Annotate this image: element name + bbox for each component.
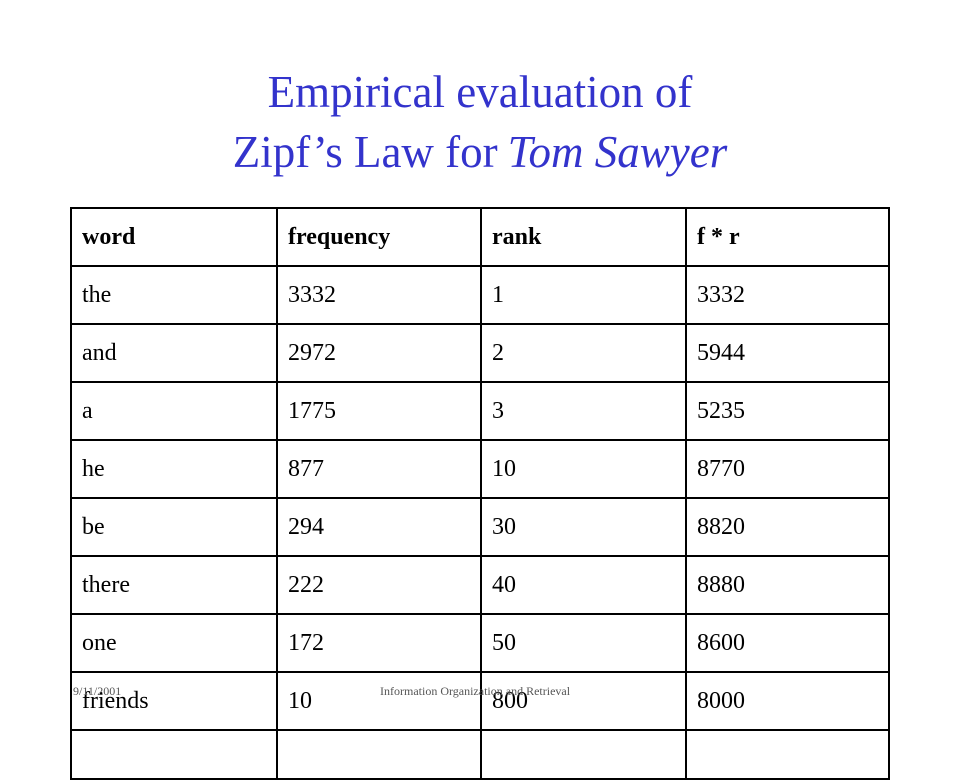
table-cell: 294 — [276, 497, 482, 557]
table-cell: 30 — [480, 497, 687, 557]
table-row: a 1775 3 5235 — [70, 381, 890, 441]
table-cell: 8770 — [685, 439, 890, 499]
title-text: Zipf’s Law for — [232, 127, 498, 177]
table-cell: 800 — [480, 671, 687, 731]
table-row: he 877 10 8770 — [70, 439, 890, 499]
table-row — [70, 729, 890, 780]
table-cell: 3332 — [276, 265, 482, 325]
table-row: the 3332 1 3332 — [70, 265, 890, 325]
table-cell: friends — [70, 671, 278, 731]
table-cell: there — [70, 555, 278, 615]
table-cell: he — [70, 439, 278, 499]
header-cell: word — [70, 207, 278, 267]
table-cell: 1775 — [276, 381, 482, 441]
table-cell: 3 — [480, 381, 687, 441]
table-row: friends 10 800 8000 — [70, 671, 890, 731]
table-cell: a — [70, 381, 278, 441]
title-line: Empirical evaluation of — [267, 67, 693, 117]
table-cell: 877 — [276, 439, 482, 499]
table-row: one 172 50 8600 — [70, 613, 890, 673]
empty-cell — [276, 729, 482, 780]
table-cell: 50 — [480, 613, 687, 673]
title-line: Zipf’s Law for Tom Sawyer — [0, 122, 960, 182]
table-cell: 5944 — [685, 323, 890, 383]
empty-cell — [685, 729, 890, 780]
table-cell: 8000 — [685, 671, 890, 731]
table-cell: 10 — [480, 439, 687, 499]
table-cell: 1 — [480, 265, 687, 325]
table-cell: the — [70, 265, 278, 325]
footer-course: Information Organization and Retrieval — [380, 684, 571, 698]
header-row: word frequency rank f * r — [70, 207, 890, 267]
table-cell: 8880 — [685, 555, 890, 615]
slide-title: Empirical evaluation of Zipf’s Law for To… — [0, 62, 960, 182]
title-italic: Tom Sawyer — [507, 127, 728, 177]
zipf-table: word frequency rank f * r the 3332 1 3332 and 29… — [70, 207, 890, 780]
empty-cell — [70, 729, 278, 780]
table-cell: 222 — [276, 555, 482, 615]
table-cell: 2 — [480, 323, 687, 383]
slide: Empirical evaluation of Zipf’s Law for To… — [0, 62, 960, 780]
table-cell: 8600 — [685, 613, 890, 673]
table-cell: 172 — [276, 613, 482, 673]
table-row: be 294 30 8820 — [70, 497, 890, 557]
table-cell: 2972 — [276, 323, 482, 383]
table-cell: 8820 — [685, 497, 890, 557]
table-cell: one — [70, 613, 278, 673]
header-cell: f * r — [685, 207, 890, 267]
table-row: and 2972 2 5944 — [70, 323, 890, 383]
header-cell: frequency — [276, 207, 482, 267]
table-cell: be — [70, 497, 278, 557]
table-cell: 5235 — [685, 381, 890, 441]
table-cell: 10 — [276, 671, 482, 731]
footer-date: 9/11/2001 — [73, 684, 122, 698]
table-cell: 40 — [480, 555, 687, 615]
header-cell: rank — [480, 207, 687, 267]
table-cell: 3332 — [685, 265, 890, 325]
table-cell: and — [70, 323, 278, 383]
table-row: there 222 40 8880 — [70, 555, 890, 615]
empty-cell — [480, 729, 687, 780]
